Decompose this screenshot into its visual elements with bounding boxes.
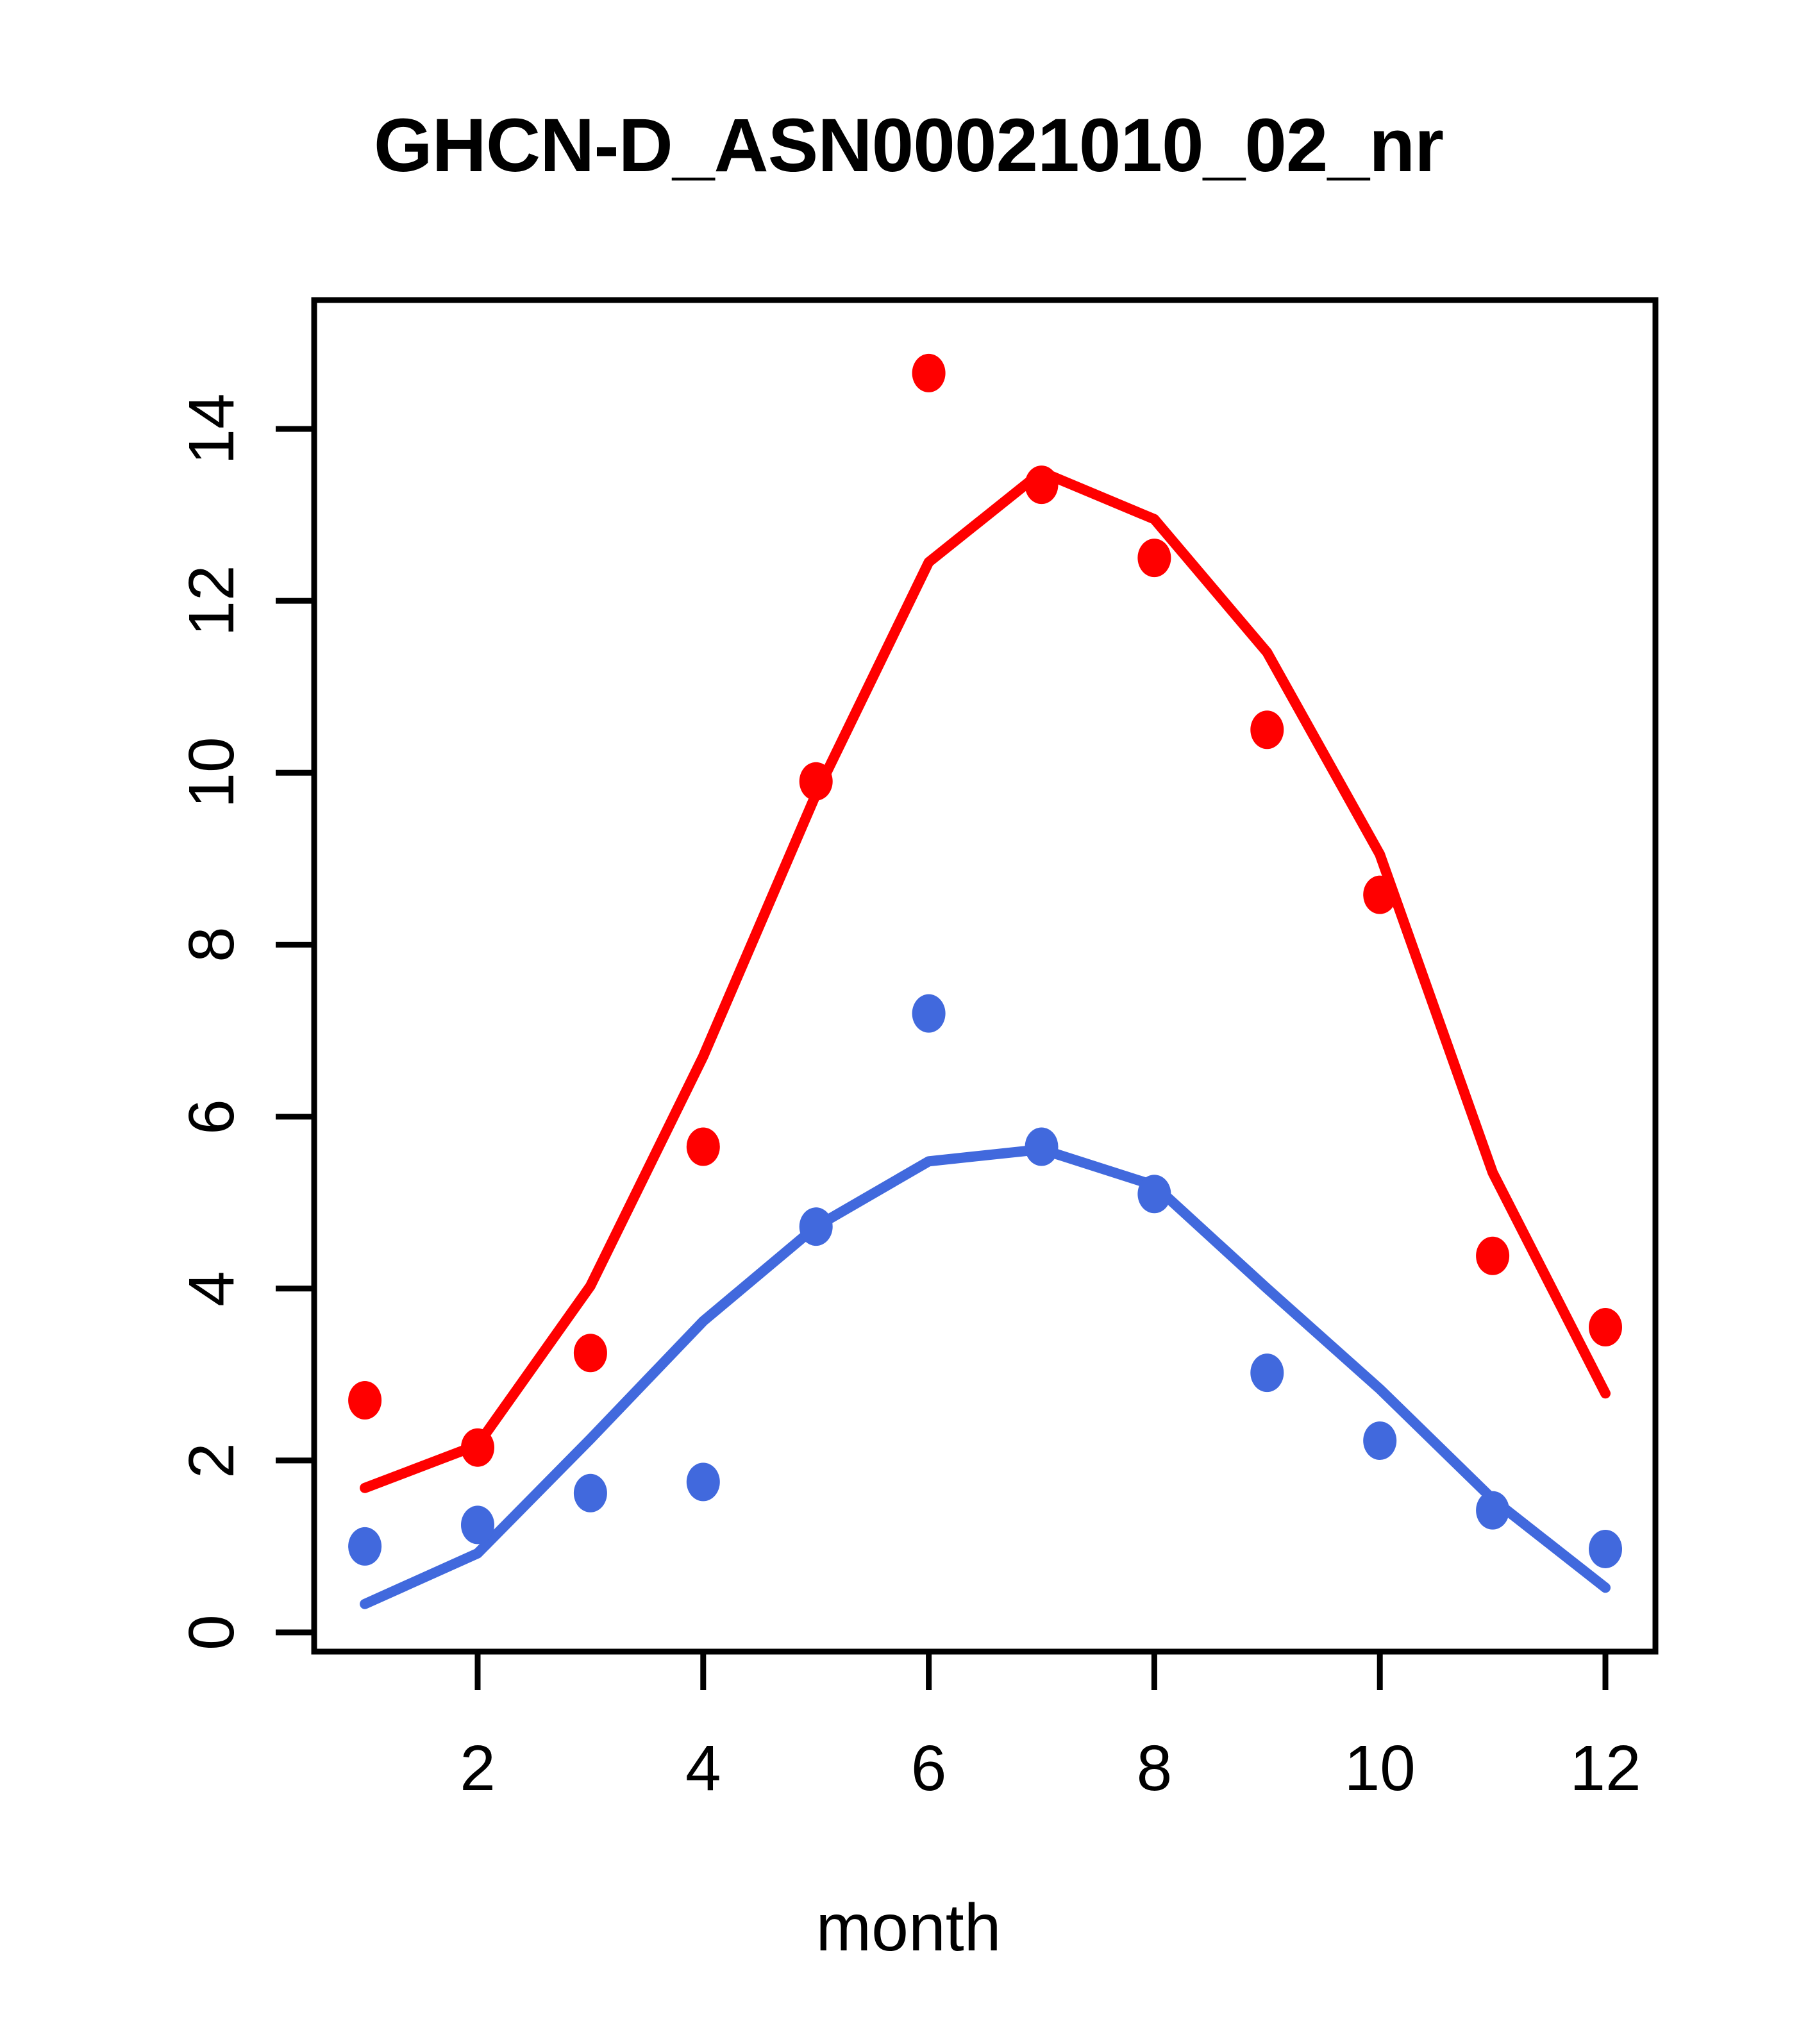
red-line: [360, 467, 1611, 1493]
red-data-points: [348, 353, 1622, 1467]
data-point: [1137, 1175, 1171, 1214]
data-point: [799, 762, 833, 801]
x-tick-label: 12: [1570, 1732, 1641, 1804]
data-point: [1476, 1236, 1510, 1275]
y-tick-label: 14: [176, 393, 247, 465]
data-point: [1137, 539, 1171, 578]
data-point: [573, 1334, 607, 1373]
x-tick-label: 4: [685, 1732, 721, 1804]
x-tick-label: 2: [460, 1732, 496, 1804]
blue-line: [360, 1144, 1611, 1609]
data-point: [912, 994, 946, 1033]
data-point: [799, 1207, 833, 1246]
data-point: [1589, 1529, 1622, 1568]
data-point: [1025, 465, 1059, 505]
plot-frame: [311, 297, 1659, 1655]
y-tick-label: 8: [176, 926, 247, 963]
y-tick-label: 0: [176, 1614, 247, 1650]
data-point: [912, 353, 946, 392]
y-tick-label: 10: [176, 737, 247, 808]
y-tick-label: 4: [176, 1270, 247, 1307]
y-tick-label: 12: [176, 565, 247, 637]
data-point: [686, 1127, 720, 1166]
data-point: [1250, 710, 1284, 750]
data-point: [461, 1428, 494, 1467]
data-point: [461, 1505, 494, 1545]
data-point: [1250, 1353, 1284, 1393]
data-point: [1589, 1308, 1622, 1347]
blue-data-points: [348, 994, 1622, 1568]
y-tick-label: 2: [176, 1443, 247, 1479]
data-point: [1363, 875, 1397, 914]
red-trend-line: [360, 467, 1611, 1493]
y-tick-label: 6: [176, 1098, 247, 1135]
data-point: [686, 1462, 720, 1502]
data-point: [573, 1473, 607, 1512]
y-axis-ticks: [276, 426, 314, 1636]
data-point: [1025, 1127, 1059, 1166]
blue-trend-line: [360, 1144, 1611, 1609]
data-point: [1363, 1421, 1397, 1461]
data-point: [348, 1527, 382, 1566]
x-tick-label: 10: [1344, 1732, 1416, 1804]
x-axis-ticks: [474, 1652, 1609, 1690]
data-point: [1476, 1491, 1510, 1530]
x-axis-label: month: [816, 1891, 1001, 1965]
page-title: GHCN-D_ASN00021010_02_nr: [373, 103, 1444, 188]
x-tick-label: 8: [1136, 1732, 1173, 1804]
data-point: [348, 1381, 382, 1420]
x-tick-label: 6: [910, 1732, 947, 1804]
